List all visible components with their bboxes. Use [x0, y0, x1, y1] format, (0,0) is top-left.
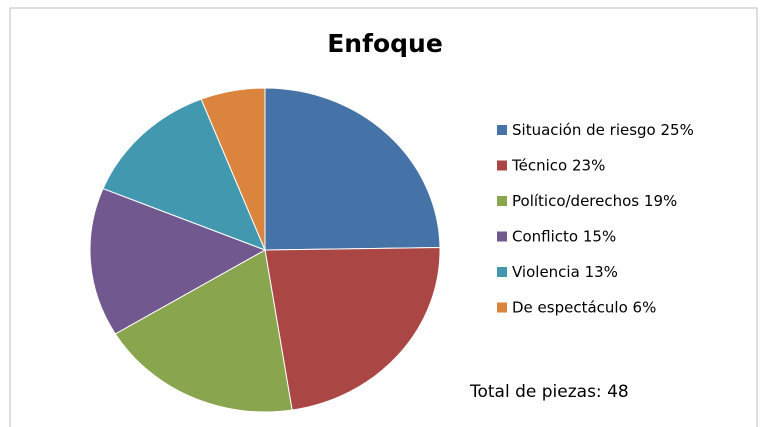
annotation: Total de piezas: 48: [469, 382, 629, 402]
legend-value: 13%: [585, 263, 618, 281]
legend-swatch: [497, 302, 507, 313]
legend-category: Técnico: [511, 156, 567, 174]
legend-swatch: [497, 125, 507, 135]
legend-category: Violencia: [512, 263, 580, 281]
pie: [89, 87, 441, 413]
legend-label: De espectáculo 6%: [512, 298, 656, 316]
legend-category: Conflicto: [512, 227, 578, 245]
legend-label: Situación de riesgo 25%: [512, 121, 694, 139]
legend-label: Técnico 23%: [511, 156, 605, 174]
legend-value: 19%: [644, 192, 677, 210]
legend-label: Político/derechos 19%: [512, 192, 677, 210]
legend-value: 25%: [661, 121, 694, 139]
legend: Situación de riesgo 25% Técnico 23% Políti…: [497, 121, 694, 316]
legend-label: Conflicto 15%: [512, 227, 616, 245]
pie-slice: [200, 87, 266, 251]
chart-frame: [9, 7, 758, 427]
legend-value: 15%: [583, 227, 616, 245]
legend-category: De espectáculo: [512, 298, 628, 316]
legend-value: 23%: [572, 156, 605, 174]
pie-slice: [264, 87, 441, 251]
pie-slice: [114, 249, 293, 413]
legend-swatch: [497, 160, 507, 171]
pie-slice: [264, 246, 441, 411]
legend-category: Político/derechos: [512, 192, 639, 210]
pie-slice: [89, 187, 267, 335]
chart-title: Enfoque: [327, 29, 443, 58]
legend-label: Violencia 13%: [512, 263, 618, 281]
legend-swatch: [497, 231, 507, 242]
pie-slice: [102, 98, 266, 251]
legend-value: 6%: [633, 298, 657, 316]
legend-swatch: [497, 267, 507, 277]
legend-category: Situación de riesgo: [512, 121, 656, 139]
legend-swatch: [497, 196, 507, 206]
